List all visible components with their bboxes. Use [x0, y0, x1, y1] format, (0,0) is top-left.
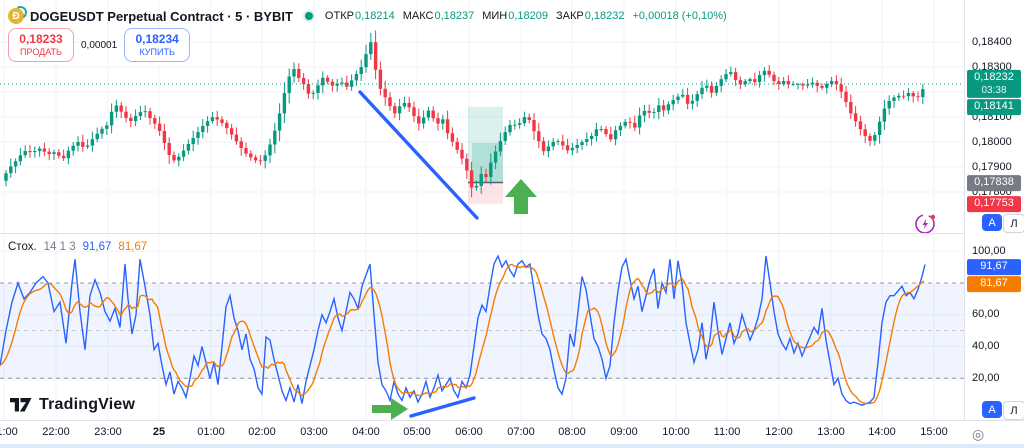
right-arrow-annotation	[372, 398, 408, 420]
tradingview-wordmark: TradingView	[39, 396, 136, 413]
time-axis-label: 21:00	[0, 426, 18, 438]
ohlc-row: ОТКР0,18214 МАКС0,18237 МИН0,18209 ЗАКР0…	[325, 10, 727, 22]
price-axis-label: 20,00	[972, 372, 1000, 384]
up-arrow-annotation	[505, 179, 537, 214]
price-axis-label: 40,00	[972, 340, 1000, 352]
price-axis-badge: 0,18141	[967, 99, 1021, 115]
price-axis-badge: 0,17753	[967, 196, 1021, 212]
low-value: 0,18209	[508, 10, 548, 22]
time-axis-label: 08:00	[558, 426, 586, 438]
time-axis-label: 10:00	[662, 426, 690, 438]
price-axis-badge: 91,67	[967, 259, 1021, 275]
time-axis-label: 23:00	[94, 426, 122, 438]
log-scale-button-main[interactable]: Л	[1003, 214, 1024, 233]
price-axis[interactable]: 0,18400 0,18300 0,18100 0,18000 0,17900 0,178…	[964, 0, 1024, 420]
price-axis-label: 0,18000	[972, 136, 1012, 148]
price-axis-badge: 0,17838	[967, 175, 1021, 191]
stochastic-legend[interactable]: Стох. 14 1 3 91,67 81,67	[8, 241, 147, 253]
sell-price: 0,18233	[19, 31, 63, 46]
time-axis-label: 13:00	[817, 426, 845, 438]
buy-price: 0,18234	[135, 31, 179, 46]
close-value: 0,18232	[584, 10, 625, 22]
time-axis-label: 03:00	[300, 426, 328, 438]
sell-button[interactable]: 0,18233 ПРОДАТЬ	[8, 28, 74, 62]
scroll-to-realtime-icon[interactable]: ◎	[972, 426, 985, 442]
indicator-params: 14 1 3	[43, 241, 76, 253]
sell-label: ПРОДАТЬ	[20, 46, 62, 57]
price-axis-label: 0,17900	[972, 161, 1012, 173]
time-axis-label: 09:00	[610, 426, 638, 438]
high-label: МАКС	[402, 10, 434, 22]
high-value: 0,18237	[434, 10, 475, 22]
time-axis-label: 05:00	[403, 426, 431, 438]
low-label: МИН	[482, 10, 508, 22]
tradingview-logo[interactable]: TradingView	[10, 396, 135, 414]
price-axis-label: 100,00	[972, 245, 1006, 257]
order-panel: 0,18233 ПРОДАТЬ 0,00001 0,18234 КУПИТЬ	[8, 28, 191, 62]
stoch-k-value: 91,67	[82, 241, 112, 253]
price-axis-label: 0,18400	[972, 36, 1012, 48]
auto-scale-button-main[interactable]: А	[982, 214, 1002, 231]
symbol-header: Ð DOGEUSDT Perpetual Contract · 5 · BYBI…	[8, 6, 727, 26]
close-label: ЗАКР	[556, 10, 584, 22]
spread-value: 0,00001	[81, 39, 118, 51]
doge-coin-icon: Ð	[8, 8, 24, 24]
time-axis-label: 12:00	[765, 426, 793, 438]
price-axis-label: 60,00	[972, 308, 1000, 320]
pane-separator[interactable]	[0, 233, 964, 234]
time-axis-label: 15:00	[920, 426, 948, 438]
open-value: 0,18214	[354, 10, 395, 22]
time-axis-label: 22:00	[42, 426, 70, 438]
chart-canvas[interactable]	[0, 0, 964, 420]
price-axis-badge: 81,67	[967, 276, 1021, 292]
change-value: +0,00018 (+0,10%)	[632, 10, 727, 22]
time-axis-label: 07:00	[507, 426, 535, 438]
time-axis[interactable]: 21:00 22:00 23:00 25 01:00 02:00 03:00 04:00 05:…	[0, 420, 1024, 445]
time-axis-label: 04:00	[352, 426, 380, 438]
price-axis-badge: 0,18232 03:38	[967, 69, 1021, 99]
buy-label: КУПИТЬ	[139, 46, 175, 57]
buy-button[interactable]: 0,18234 КУПИТЬ	[124, 28, 191, 62]
time-axis-label: 06:00	[455, 426, 483, 438]
time-axis-label: 02:00	[248, 426, 276, 438]
time-axis-label: 01:00	[197, 426, 225, 438]
market-status-dot[interactable]	[304, 12, 313, 20]
stoch-d-value: 81,67	[118, 241, 148, 253]
auto-scale-button-stoch[interactable]: А	[982, 401, 1002, 418]
tradingview-mark-icon	[10, 397, 32, 411]
time-axis-label: 25	[152, 426, 166, 438]
symbol-title[interactable]: DOGEUSDT Perpetual Contract · 5 · BYBIT	[30, 8, 293, 24]
log-scale-button-stoch[interactable]: Л	[1003, 401, 1024, 420]
time-axis-label: 11:00	[713, 426, 741, 438]
indicator-name: Стох.	[8, 241, 37, 253]
bottom-toolbar-edge	[0, 444, 1024, 448]
open-label: ОТКР	[324, 10, 354, 22]
time-axis-label: 14:00	[868, 426, 896, 438]
